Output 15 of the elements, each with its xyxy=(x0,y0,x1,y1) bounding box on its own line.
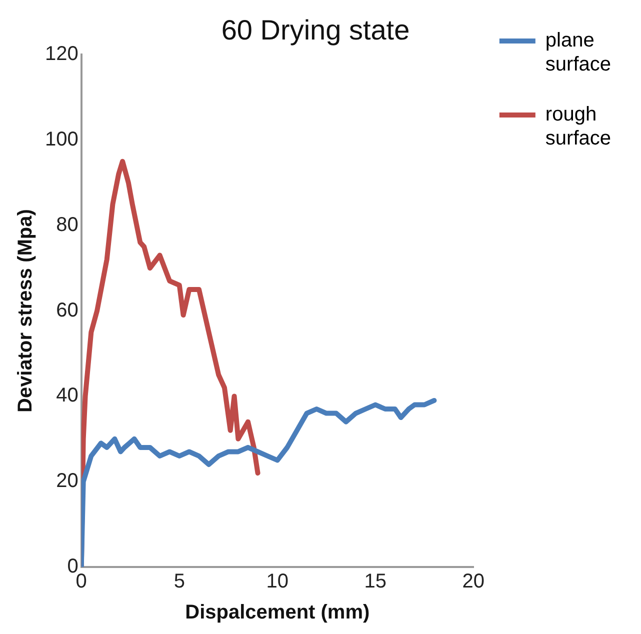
y-tick-label: 80 xyxy=(56,214,78,236)
x-tick-label: 20 xyxy=(462,570,485,593)
x-axis-title: Dispalcement (mm) xyxy=(185,602,370,624)
legend-label: plane surface xyxy=(545,30,612,76)
legend-label: rough surface xyxy=(545,104,612,150)
x-tick-label: 15 xyxy=(364,570,387,593)
y-tick-label: 40 xyxy=(56,384,78,407)
x-tick-label: 10 xyxy=(266,570,289,593)
y-tick-label: 60 xyxy=(56,299,78,322)
chart-title: 60 Drying state xyxy=(221,14,410,46)
y-tick-label: 100 xyxy=(44,128,78,151)
x-tick-label: 5 xyxy=(174,570,185,593)
y-tick-label: 20 xyxy=(56,470,78,492)
y-axis-title: Deviator stress (Mpa) xyxy=(14,209,37,413)
y-tick-label: 120 xyxy=(44,43,78,66)
